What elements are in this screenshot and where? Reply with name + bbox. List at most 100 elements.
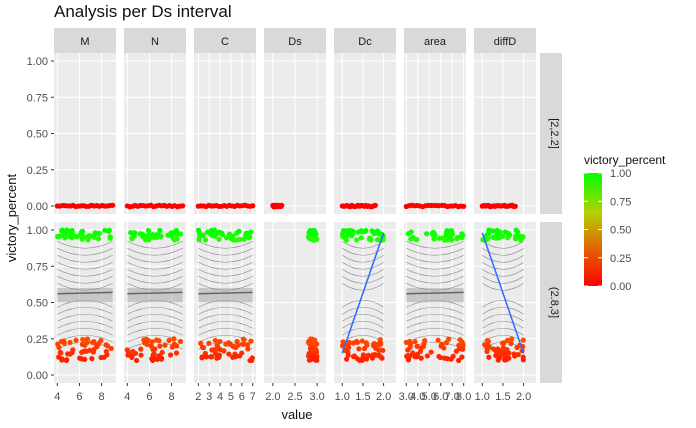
data-point [485, 235, 491, 242]
data-point [459, 354, 465, 360]
data-point [307, 350, 313, 356]
data-point [350, 353, 357, 360]
data-point [87, 233, 93, 239]
density-contour [406, 275, 464, 284]
data-point [107, 234, 113, 240]
x-tick-label: 6 [146, 391, 152, 403]
data-point [490, 228, 496, 234]
panel-ds-row-1 [264, 53, 326, 214]
smooth-line [406, 291, 464, 295]
data-point [89, 339, 96, 346]
legend-label: 0.25 [610, 253, 631, 265]
density-contour [198, 306, 253, 315]
facet-label-ds: Ds [288, 36, 302, 48]
density-contour [127, 275, 183, 284]
data-point [150, 352, 156, 358]
data-point [57, 349, 63, 356]
x-tick-label: 1.5 [495, 391, 510, 403]
x-tick-label: 1.5 [355, 391, 370, 403]
data-point [340, 228, 347, 234]
density-contour [127, 254, 183, 263]
density-contour [127, 240, 183, 249]
y-tick-label: 0.25 [27, 165, 48, 177]
density-contour [482, 313, 524, 322]
data-point [196, 237, 202, 243]
data-point [499, 340, 506, 346]
density-contour [482, 299, 524, 308]
panel-c-row-1 [194, 53, 256, 214]
x-tick-label: 5.0 [422, 391, 437, 403]
data-point [354, 339, 361, 346]
data-point [206, 340, 212, 346]
density-contour [198, 254, 253, 263]
data-point [73, 337, 79, 343]
data-point [506, 355, 512, 361]
data-point [166, 337, 172, 343]
data-point [403, 339, 410, 345]
data-point [226, 351, 232, 357]
data-point [372, 202, 378, 208]
density-contour [57, 254, 113, 263]
y-tick-label: 0.50 [27, 298, 48, 310]
data-point [486, 354, 492, 360]
facet-strip-n [124, 28, 186, 53]
data-point [441, 355, 448, 361]
density-contour [342, 320, 384, 329]
data-point [149, 339, 155, 345]
data-point [173, 350, 180, 356]
data-point [245, 342, 251, 348]
x-tick-label: 4.0 [410, 391, 425, 403]
data-point [79, 228, 86, 234]
data-point [159, 349, 165, 356]
x-tick-label: 4 [217, 391, 223, 403]
data-point [177, 231, 184, 237]
x-tick-label: 3.0 [309, 391, 324, 403]
data-point [443, 340, 449, 346]
x-tick-label: 8 [99, 391, 105, 403]
panel-m-row-1 [54, 53, 116, 214]
data-point [69, 350, 75, 356]
data-point [170, 230, 176, 236]
data-point [359, 338, 365, 344]
data-point [82, 348, 88, 354]
data-point [459, 346, 466, 352]
data-point [499, 233, 506, 239]
data-point [306, 234, 313, 240]
x-tick-label: 4 [124, 391, 130, 403]
data-point [311, 342, 317, 348]
panel-area-row-2 [403, 222, 466, 383]
data-point [103, 348, 109, 355]
legend-label: 0.00 [610, 281, 631, 293]
density-contour [482, 276, 524, 284]
data-point [520, 337, 526, 343]
data-point [67, 339, 73, 346]
data-point [209, 347, 215, 353]
data-point [364, 342, 370, 348]
data-point [418, 355, 424, 361]
facet-strip-m [54, 28, 116, 53]
y-tick-label: 1.00 [27, 56, 48, 68]
data-point [444, 228, 450, 234]
density-contour [198, 320, 253, 329]
density-contour [482, 320, 524, 329]
density-contour [127, 313, 183, 322]
data-point [157, 354, 163, 360]
density-contour [127, 261, 183, 270]
data-point [92, 230, 98, 236]
x-tick-label: 2.5 [287, 391, 302, 403]
data-point [358, 235, 364, 241]
facet-strip-area [404, 28, 466, 53]
legend-title: victory_percent [584, 153, 666, 167]
x-tick-label: 7.0 [445, 391, 460, 403]
density-contour [482, 327, 524, 336]
data-point [314, 357, 320, 363]
trend-line-diffd [481, 232, 525, 354]
data-point [494, 232, 500, 238]
density-contour [406, 282, 464, 291]
data-point [162, 342, 168, 348]
density-contour [198, 275, 253, 284]
data-point [279, 202, 285, 208]
data-point [103, 342, 109, 348]
x-tick-label: 3 [206, 391, 212, 403]
